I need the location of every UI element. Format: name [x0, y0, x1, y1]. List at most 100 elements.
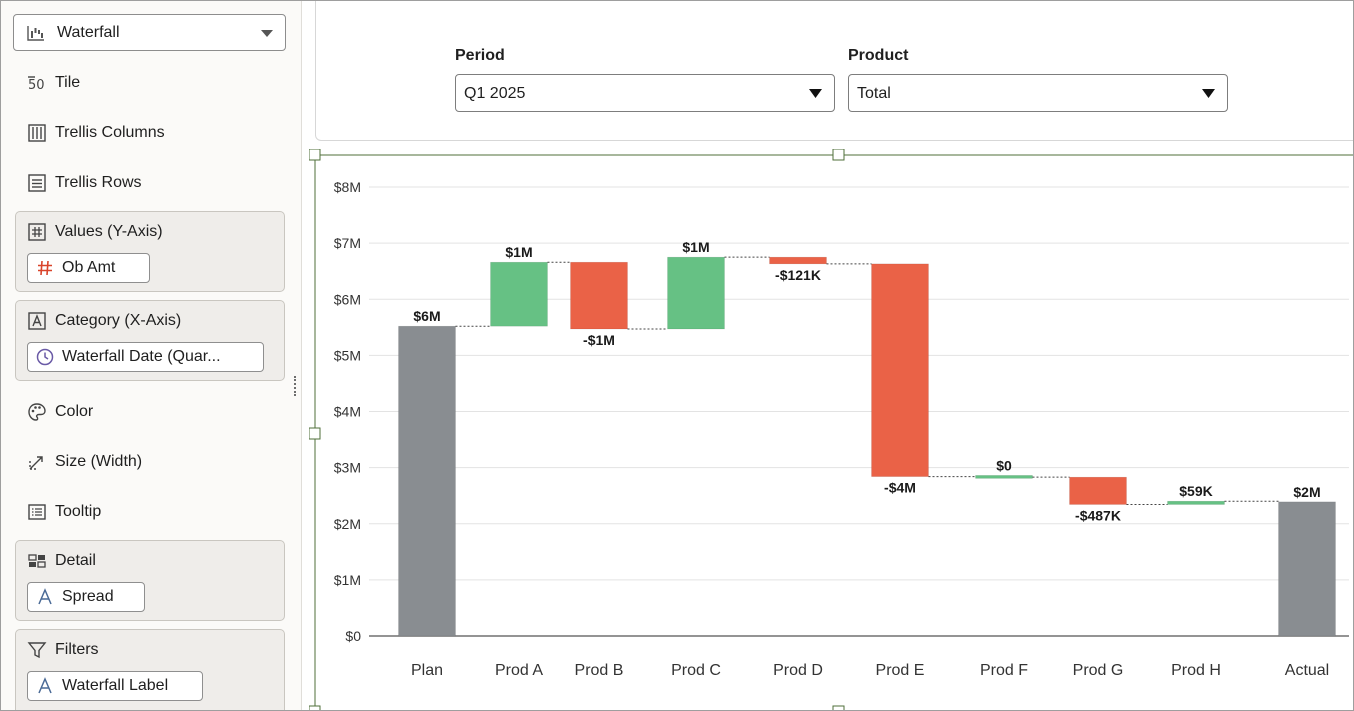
- waterfall-chart[interactable]: $0 $1M $2M $3M $4M $5M $6M $7M $8M $6M $1M -$1M $1M…: [309, 149, 1354, 711]
- text-a-icon: [36, 677, 54, 695]
- trellis-rows-icon: [28, 174, 46, 192]
- filter-funnel-icon: [27, 642, 47, 659]
- data-label: $0: [996, 457, 1012, 473]
- bar-prod-c[interactable]: [667, 256, 725, 330]
- data-label: $1M: [505, 244, 532, 260]
- grammar-item-label: Trellis Columns: [55, 124, 165, 141]
- bar-prod-h[interactable]: [1167, 500, 1225, 505]
- grammar-item-label: Color: [55, 403, 94, 420]
- resize-handle[interactable]: [832, 149, 845, 161]
- y-tick-label: $2M: [334, 516, 361, 532]
- bar-plan[interactable]: [398, 325, 456, 637]
- grammar-item-tile[interactable]: 50 Tile: [27, 72, 80, 94]
- x-tick-label: Prod B: [575, 662, 624, 679]
- resize-handle[interactable]: [832, 705, 845, 711]
- panel-splitter-handle[interactable]: [294, 376, 299, 396]
- y-tick-label: $7M: [334, 235, 361, 251]
- detail-well[interactable]: Detail Spread: [15, 540, 285, 621]
- y-tick-label: $1M: [334, 572, 361, 588]
- category-well[interactable]: Category (X-Axis) Waterfall Date (Quar..…: [15, 300, 285, 381]
- y-tick-label: $6M: [334, 291, 361, 307]
- visualization-type-label: Waterfall: [57, 24, 120, 41]
- hash-icon: [36, 259, 54, 277]
- grammar-item-trellis-rows[interactable]: Trellis Rows: [27, 172, 142, 194]
- data-labels: $6M $1M -$1M $1M -$121K -$4M $0 -$487K $59K $2M: [413, 239, 1320, 523]
- clock-icon: [36, 348, 54, 366]
- x-tick-label: Plan: [411, 662, 443, 679]
- data-label: $59K: [1179, 483, 1212, 499]
- filters-pill[interactable]: Waterfall Label: [27, 671, 203, 701]
- data-label: $6M: [413, 308, 440, 324]
- values-pill[interactable]: Ob Amt: [27, 253, 150, 283]
- x-tick-label: Prod C: [671, 662, 721, 679]
- grammar-item-label: Tile: [55, 74, 81, 91]
- product-filter-value: Total: [857, 85, 891, 102]
- x-tick-label: Prod H: [1171, 662, 1221, 679]
- waterfall-chart-icon: [27, 26, 44, 41]
- data-label: $1M: [682, 239, 709, 255]
- bar-prod-g[interactable]: [1069, 476, 1127, 505]
- data-label: -$4M: [884, 480, 916, 496]
- chevron-down-icon: [809, 89, 822, 98]
- grammar-panel: Waterfall 50 Tile Trellis Columns: [1, 1, 302, 710]
- chevron-down-icon: [261, 30, 273, 37]
- y-tick-label: $4M: [334, 404, 361, 420]
- x-tick-label: Prod D: [773, 662, 823, 679]
- category-well-title: Category (X-Axis): [27, 311, 181, 331]
- values-well-title: Values (Y-Axis): [27, 222, 163, 242]
- data-label: -$1M: [583, 332, 615, 348]
- visualization-type-select[interactable]: Waterfall: [13, 14, 286, 51]
- text-a-icon: [36, 588, 54, 606]
- x-tick-label: Actual: [1285, 662, 1329, 679]
- grammar-item-size[interactable]: Size (Width): [27, 451, 142, 473]
- y-axis: $0 $1M $2M $3M $4M $5M $6M $7M $8M: [334, 179, 361, 644]
- selection-frame: [309, 149, 1353, 711]
- period-filter-select[interactable]: Q1 2025: [455, 74, 835, 112]
- resize-handle[interactable]: [309, 427, 321, 440]
- number-grid-icon: [28, 223, 46, 241]
- trellis-columns-icon: [28, 124, 46, 142]
- x-tick-label: Prod A: [495, 662, 543, 679]
- values-well[interactable]: Values (Y-Axis) Ob Amt: [15, 211, 285, 292]
- visualization-canvas[interactable]: $0 $1M $2M $3M $4M $5M $6M $7M $8M $6M $1M -$1M $1M…: [309, 149, 1354, 711]
- product-filter-label: Product: [848, 47, 909, 64]
- grammar-item-tooltip[interactable]: Tooltip: [27, 501, 101, 523]
- bar-actual[interactable]: [1278, 501, 1336, 637]
- connectors: [455, 256, 1279, 505]
- grammar-item-trellis-columns[interactable]: Trellis Columns: [27, 122, 165, 144]
- y-tick-label: $8M: [334, 179, 361, 195]
- resize-handle[interactable]: [309, 705, 321, 711]
- svg-text:50: 50: [28, 78, 45, 93]
- product-filter-select[interactable]: Total: [848, 74, 1228, 112]
- x-tick-label: Prod E: [876, 662, 925, 679]
- data-label: -$121K: [775, 267, 821, 283]
- bar-prod-b[interactable]: [570, 261, 628, 330]
- data-label: -$487K: [1075, 507, 1121, 523]
- x-axis: Plan Prod A Prod B Prod C Prod D Prod E Prod F…: [411, 662, 1329, 679]
- detail-grid-icon: [28, 554, 46, 568]
- chevron-down-icon: [1202, 89, 1215, 98]
- bar-prod-a[interactable]: [490, 261, 548, 327]
- x-tick-label: Prod F: [980, 662, 1028, 679]
- grammar-item-label: Trellis Rows: [55, 174, 142, 191]
- x-tick-label: Prod G: [1073, 662, 1124, 679]
- period-filter-label: Period: [455, 47, 505, 64]
- category-pill[interactable]: Waterfall Date (Quar...: [27, 342, 264, 372]
- resize-icon: [29, 456, 43, 470]
- grammar-item-color[interactable]: Color: [27, 401, 93, 423]
- tile-icon: 50: [28, 76, 45, 93]
- y-tick-label: $0: [345, 628, 361, 644]
- bar-prod-e[interactable]: [871, 263, 929, 477]
- bar-prod-f[interactable]: [975, 475, 1033, 479]
- grammar-item-label: Tooltip: [55, 503, 102, 520]
- bars[interactable]: [398, 256, 1336, 637]
- filters-well[interactable]: Filters Waterfall Label: [15, 629, 285, 710]
- detail-pill[interactable]: Spread: [27, 582, 145, 612]
- y-tick-label: $5M: [334, 347, 361, 363]
- bar-prod-d[interactable]: [769, 256, 827, 265]
- filters-well-title: Filters: [27, 640, 99, 660]
- palette-icon: [28, 403, 46, 421]
- resize-handle[interactable]: [309, 149, 321, 161]
- tooltip-icon: [28, 504, 46, 520]
